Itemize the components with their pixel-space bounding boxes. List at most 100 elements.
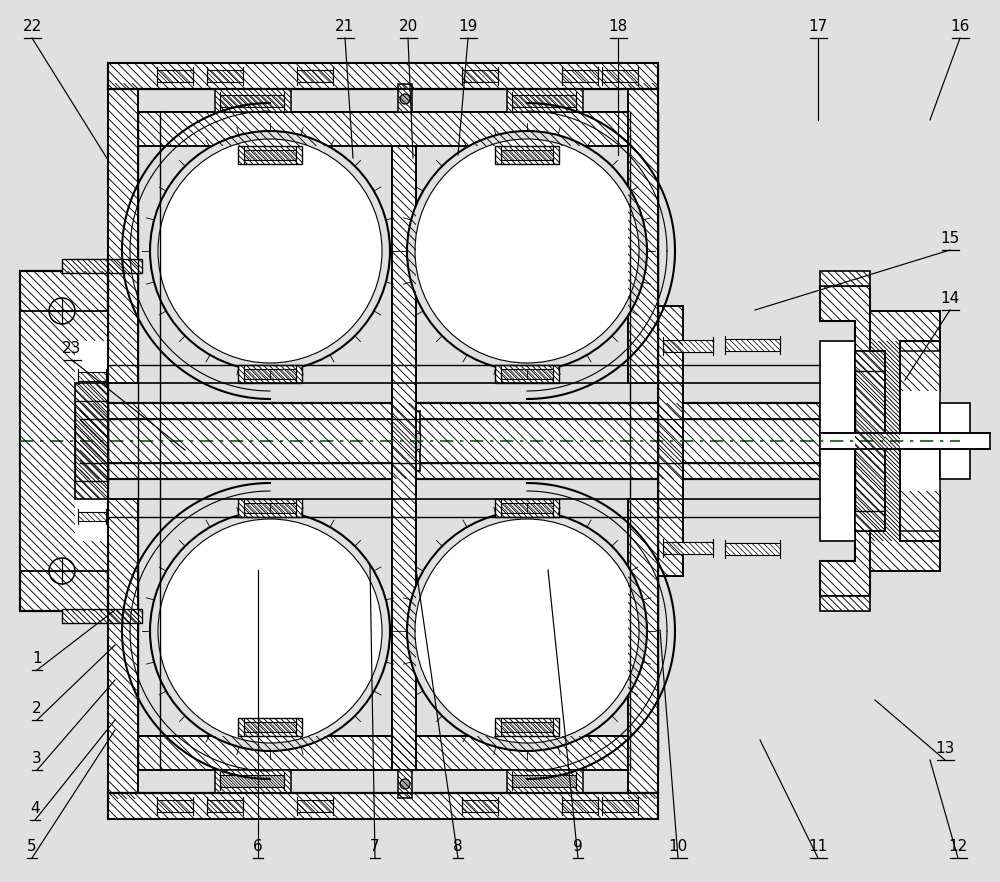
Polygon shape — [602, 70, 638, 82]
Polygon shape — [398, 770, 412, 798]
Polygon shape — [238, 718, 302, 736]
Polygon shape — [507, 89, 583, 112]
Polygon shape — [462, 800, 498, 812]
Polygon shape — [244, 369, 296, 379]
Polygon shape — [602, 800, 638, 812]
Polygon shape — [215, 770, 291, 793]
Bar — [855, 351, 940, 531]
Circle shape — [407, 511, 647, 751]
Circle shape — [400, 779, 410, 789]
Polygon shape — [62, 259, 142, 273]
Polygon shape — [663, 542, 713, 554]
Polygon shape — [462, 70, 498, 82]
Text: 10: 10 — [668, 839, 688, 854]
Circle shape — [415, 519, 639, 743]
Circle shape — [158, 519, 382, 743]
Text: 20: 20 — [398, 19, 418, 34]
Bar — [75, 401, 108, 481]
Polygon shape — [512, 775, 576, 787]
Text: 21: 21 — [335, 19, 355, 34]
Polygon shape — [78, 512, 106, 520]
Polygon shape — [238, 499, 302, 517]
Polygon shape — [512, 95, 576, 107]
Polygon shape — [244, 503, 296, 513]
Text: 6: 6 — [253, 839, 263, 854]
Bar — [395, 411, 420, 471]
Polygon shape — [108, 499, 138, 799]
Text: 7: 7 — [370, 839, 380, 854]
Bar — [940, 403, 970, 479]
Polygon shape — [392, 146, 416, 770]
Polygon shape — [157, 800, 193, 812]
Polygon shape — [244, 722, 296, 732]
Polygon shape — [78, 371, 106, 380]
Polygon shape — [562, 800, 598, 812]
Polygon shape — [628, 83, 658, 383]
Polygon shape — [215, 89, 291, 112]
Polygon shape — [108, 83, 138, 383]
Polygon shape — [501, 369, 553, 379]
Polygon shape — [138, 736, 628, 770]
Circle shape — [150, 511, 390, 751]
Polygon shape — [138, 112, 628, 146]
Polygon shape — [297, 70, 333, 82]
Polygon shape — [207, 800, 243, 812]
Polygon shape — [562, 70, 598, 82]
Polygon shape — [820, 271, 870, 286]
Polygon shape — [108, 63, 658, 89]
Polygon shape — [80, 403, 820, 479]
Polygon shape — [495, 365, 559, 383]
Text: 9: 9 — [573, 839, 583, 854]
Polygon shape — [220, 775, 284, 787]
Text: 3: 3 — [32, 751, 42, 766]
Polygon shape — [628, 499, 658, 799]
Polygon shape — [108, 793, 658, 819]
Polygon shape — [495, 499, 559, 517]
Polygon shape — [157, 70, 193, 82]
Polygon shape — [855, 351, 885, 531]
Circle shape — [158, 139, 382, 363]
Text: 11: 11 — [808, 839, 828, 854]
Bar — [20, 311, 108, 571]
Polygon shape — [507, 770, 583, 793]
Circle shape — [415, 139, 639, 363]
Polygon shape — [220, 95, 284, 107]
Text: 14: 14 — [940, 291, 960, 306]
Polygon shape — [725, 543, 780, 555]
Polygon shape — [62, 609, 142, 623]
Text: 18: 18 — [608, 19, 628, 34]
Text: 22: 22 — [22, 19, 42, 34]
Text: 8: 8 — [453, 839, 463, 854]
Bar — [80, 419, 820, 463]
Polygon shape — [244, 150, 296, 160]
Polygon shape — [501, 503, 553, 513]
Circle shape — [150, 131, 390, 371]
Polygon shape — [501, 150, 553, 160]
Polygon shape — [663, 340, 713, 352]
Bar — [820, 341, 855, 541]
Text: 16: 16 — [950, 19, 970, 34]
Polygon shape — [20, 271, 108, 611]
Polygon shape — [297, 800, 333, 812]
Polygon shape — [398, 84, 412, 112]
Polygon shape — [725, 339, 780, 351]
Bar — [820, 433, 990, 449]
Polygon shape — [820, 286, 940, 596]
Text: 13: 13 — [935, 741, 955, 756]
Polygon shape — [495, 718, 559, 736]
Text: 5: 5 — [27, 839, 37, 854]
Text: 1: 1 — [32, 651, 42, 666]
Polygon shape — [658, 306, 683, 576]
Polygon shape — [75, 383, 108, 499]
Text: 12: 12 — [948, 839, 968, 854]
Circle shape — [400, 94, 410, 104]
Text: 23: 23 — [62, 341, 82, 356]
Polygon shape — [238, 146, 302, 164]
Polygon shape — [238, 365, 302, 383]
Polygon shape — [495, 146, 559, 164]
Polygon shape — [501, 722, 553, 732]
Circle shape — [407, 131, 647, 371]
Polygon shape — [820, 596, 870, 611]
Text: 4: 4 — [30, 801, 40, 816]
Bar — [855, 371, 885, 511]
